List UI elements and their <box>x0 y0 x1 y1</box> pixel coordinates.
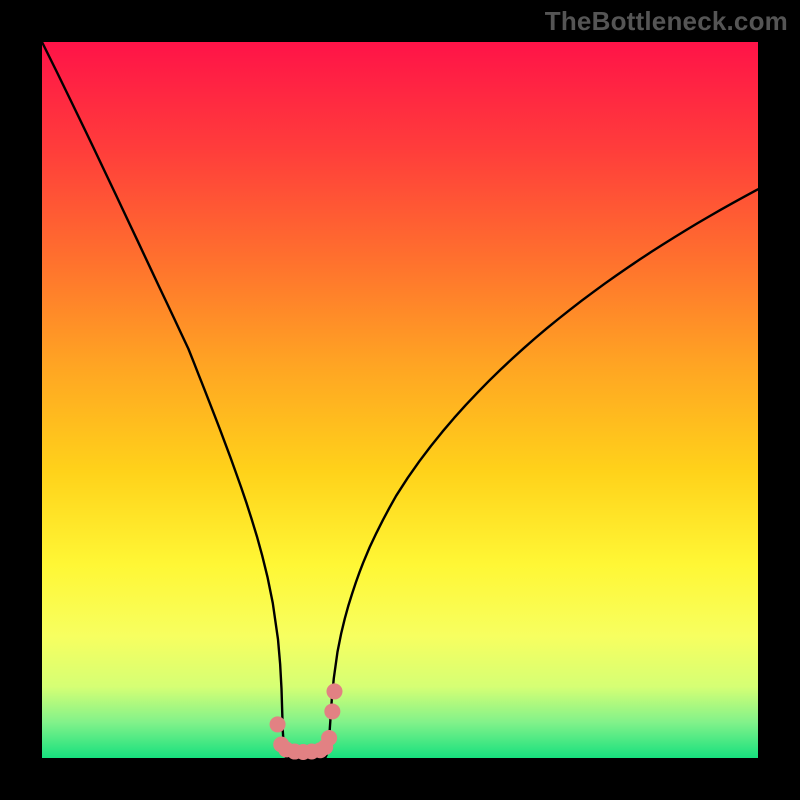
watermark-text: TheBottleneck.com <box>545 6 788 37</box>
marker-dot <box>321 730 337 746</box>
bottleneck-chart <box>0 0 800 800</box>
marker-dot <box>326 683 342 699</box>
marker-dot <box>270 716 286 732</box>
marker-dot <box>324 703 340 719</box>
plot-background <box>42 42 758 758</box>
